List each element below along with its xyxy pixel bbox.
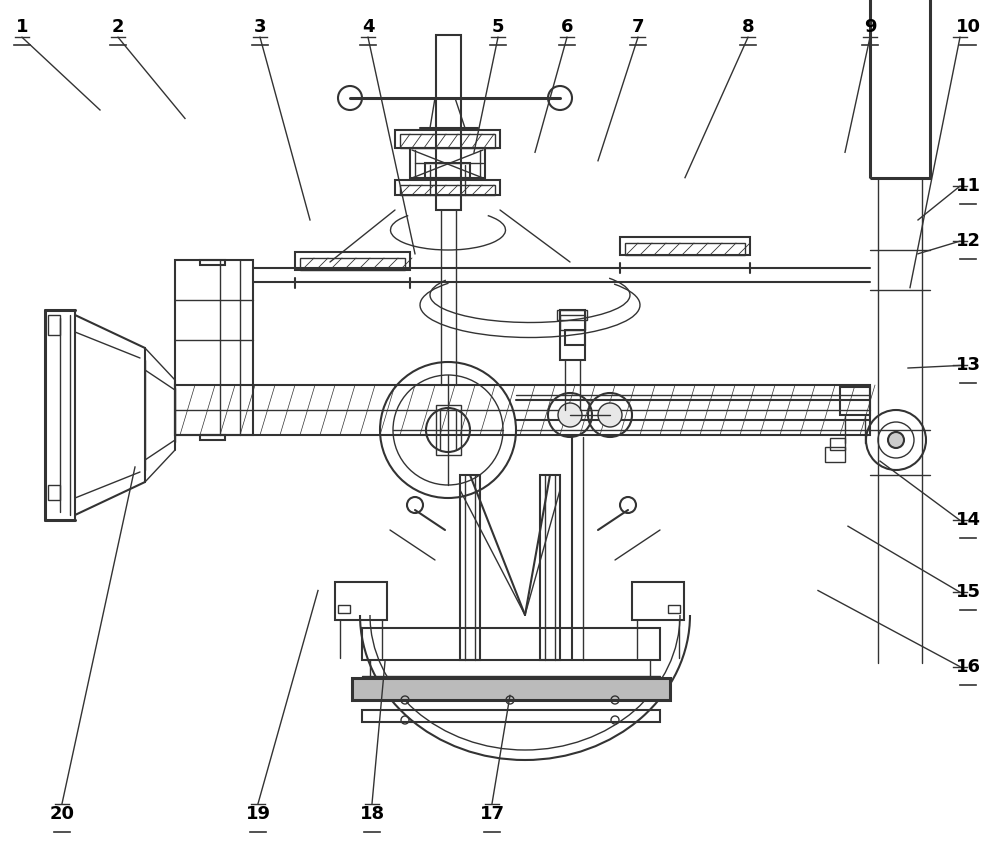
Bar xyxy=(620,237,750,255)
Bar xyxy=(335,582,387,620)
Bar xyxy=(668,605,680,613)
Text: 2: 2 xyxy=(112,18,124,36)
Text: 14: 14 xyxy=(956,511,980,530)
Bar xyxy=(870,0,930,178)
Text: 3: 3 xyxy=(254,18,266,36)
Circle shape xyxy=(598,403,622,427)
Bar xyxy=(295,252,410,270)
Bar xyxy=(48,315,60,335)
Text: 6: 6 xyxy=(561,18,573,36)
Bar xyxy=(175,260,253,435)
Bar xyxy=(560,315,585,330)
Bar xyxy=(410,148,485,178)
Text: 8: 8 xyxy=(742,18,754,36)
Bar xyxy=(436,35,461,210)
Bar xyxy=(300,258,405,270)
Bar xyxy=(840,387,870,415)
Text: 16: 16 xyxy=(956,657,980,676)
Bar xyxy=(436,405,461,455)
Bar xyxy=(460,475,480,660)
Text: 17: 17 xyxy=(480,805,505,823)
Circle shape xyxy=(558,403,582,427)
Text: 7: 7 xyxy=(632,18,644,36)
Text: 4: 4 xyxy=(362,18,374,36)
Text: 10: 10 xyxy=(956,18,980,36)
Text: 12: 12 xyxy=(956,232,980,250)
Circle shape xyxy=(888,432,904,448)
Text: 19: 19 xyxy=(246,805,270,823)
Bar xyxy=(175,385,870,435)
Bar xyxy=(560,310,585,360)
Bar xyxy=(830,438,845,450)
Text: 18: 18 xyxy=(359,805,385,823)
Bar xyxy=(632,582,684,620)
Bar xyxy=(540,475,560,660)
Text: 15: 15 xyxy=(956,583,980,602)
Text: 9: 9 xyxy=(864,18,876,36)
Bar xyxy=(200,260,225,265)
Bar xyxy=(557,310,587,320)
Text: 20: 20 xyxy=(50,805,74,823)
Bar xyxy=(338,605,350,613)
Bar xyxy=(352,678,670,700)
Bar xyxy=(625,243,745,255)
Bar xyxy=(395,130,500,148)
Bar xyxy=(362,710,660,722)
Text: 1: 1 xyxy=(16,18,28,36)
Bar xyxy=(200,435,225,440)
Bar xyxy=(565,330,585,345)
Bar xyxy=(400,185,495,195)
Bar xyxy=(400,134,495,148)
Text: 13: 13 xyxy=(956,356,980,375)
Bar xyxy=(48,485,60,500)
Text: 5: 5 xyxy=(492,18,504,36)
Bar xyxy=(362,628,660,660)
Bar xyxy=(825,447,845,462)
Bar xyxy=(425,163,470,178)
Bar xyxy=(395,180,500,195)
Text: 11: 11 xyxy=(956,177,980,195)
